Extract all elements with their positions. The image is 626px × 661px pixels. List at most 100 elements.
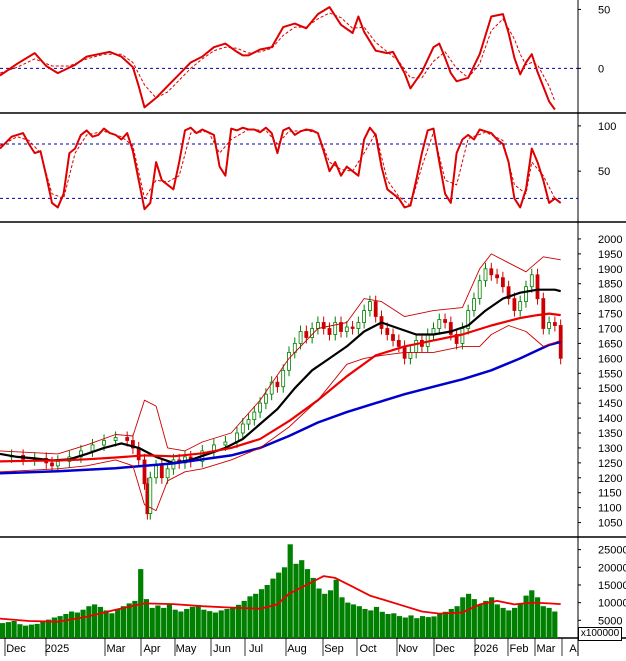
volume-bar [483, 600, 489, 638]
volume-bar [304, 569, 311, 638]
volume-panel [0, 544, 561, 639]
volume-bar [166, 604, 172, 638]
volume-bar [132, 600, 138, 638]
price-candle [252, 411, 257, 421]
price-bollinger-upper-line [0, 253, 561, 455]
price-candle [142, 459, 147, 485]
momentum-oscillator-ytick-label-1: 50 [598, 4, 610, 16]
volume-bar [494, 604, 500, 638]
xtick-label-4: May [176, 643, 197, 655]
volume-ytick-label-3: 20000 [598, 562, 626, 574]
price-candle [223, 441, 228, 446]
price-ytick-label-14: 1750 [598, 309, 622, 321]
volume-bar [442, 611, 449, 638]
volume-bar [512, 607, 518, 638]
volume-bar [460, 597, 466, 638]
price-ytick-label-13: 1700 [598, 323, 622, 335]
price-ytick-label-18: 1950 [598, 249, 622, 261]
volume-bar [419, 616, 426, 638]
volume-bar [241, 600, 247, 638]
stochastic-oscillator-ytick-label-0: 50 [598, 166, 610, 178]
volume-bar [207, 611, 213, 638]
price-ytick-label-16: 1850 [598, 279, 622, 291]
volume-bar [247, 596, 253, 638]
volume-bar [92, 604, 98, 638]
price-candle [466, 310, 471, 329]
volume-bar [23, 625, 29, 638]
price-candle [55, 460, 60, 467]
price-ytick-label-10: 1550 [598, 368, 622, 380]
price-candle [367, 301, 372, 312]
price-sma-long-line [0, 340, 562, 475]
price-candle [339, 322, 343, 332]
momentum-oscillator-main-line [0, 6, 556, 111]
price-candle [304, 331, 309, 338]
volume-unit-label: x100000 [578, 627, 622, 641]
price-candle [553, 322, 557, 326]
volume-bar [356, 606, 362, 638]
price-candle [287, 351, 291, 371]
price-ytick-label-7: 1400 [598, 413, 622, 425]
volume-bar [189, 606, 195, 638]
price-candle [500, 277, 505, 288]
price-candle [483, 268, 488, 282]
price-candle [130, 440, 135, 449]
volume-bar [218, 610, 224, 638]
volume-bar [535, 597, 541, 638]
price-candle [321, 322, 326, 329]
price-candle [448, 322, 453, 335]
volume-bar [80, 609, 86, 638]
momentum-oscillator-signal-line [0, 12, 556, 102]
volume-bar [276, 572, 282, 638]
volume-bar [230, 606, 236, 638]
price-candle [159, 465, 164, 479]
price-ytick-label-11: 1600 [598, 353, 622, 365]
price-candle [385, 328, 390, 335]
price-candle [258, 402, 263, 413]
volume-bar [258, 589, 265, 638]
volume-bar [201, 609, 207, 638]
volume-bar [316, 588, 322, 638]
volume-bar [431, 616, 437, 638]
price-candle [350, 326, 355, 329]
price-candle [240, 423, 245, 434]
xtick-label-13: Feb [510, 643, 529, 655]
price-candle [529, 274, 534, 288]
volume-bar [103, 610, 109, 638]
volume-bar [17, 624, 23, 638]
volume-bar [299, 560, 305, 638]
volume-bar [5, 622, 11, 638]
xtick-label-11: Dec [435, 643, 455, 655]
volume-bar [293, 563, 299, 639]
price-candle [506, 286, 511, 300]
price-candle [489, 268, 494, 276]
price-candle [477, 280, 482, 300]
plot-data [0, 6, 578, 639]
price-candle [333, 322, 338, 335]
price-ytick-label-12: 1650 [598, 338, 622, 350]
price-candle [165, 468, 170, 479]
price-candle [524, 286, 528, 303]
price-candle [437, 319, 442, 329]
price-candle [443, 319, 448, 323]
volume-bar [270, 578, 276, 638]
price-candle [125, 437, 130, 441]
price-candle [79, 450, 83, 458]
stochastic-oscillator-signal-line [0, 129, 561, 207]
price-candle [269, 381, 274, 395]
volume-bar [253, 593, 259, 638]
price-candle [356, 322, 361, 329]
volume-bar [74, 612, 80, 638]
price-candle [362, 310, 367, 323]
price-candle [50, 462, 54, 467]
volume-bar [471, 599, 477, 638]
volume-bar [235, 604, 242, 638]
volume-bar [368, 610, 374, 638]
price-candle [512, 298, 517, 311]
volume-bar [414, 618, 420, 638]
xtick-label-14: Mar [537, 643, 556, 655]
volume-bar [448, 609, 454, 638]
volume-bar [212, 612, 218, 638]
volume-bar [454, 606, 460, 638]
